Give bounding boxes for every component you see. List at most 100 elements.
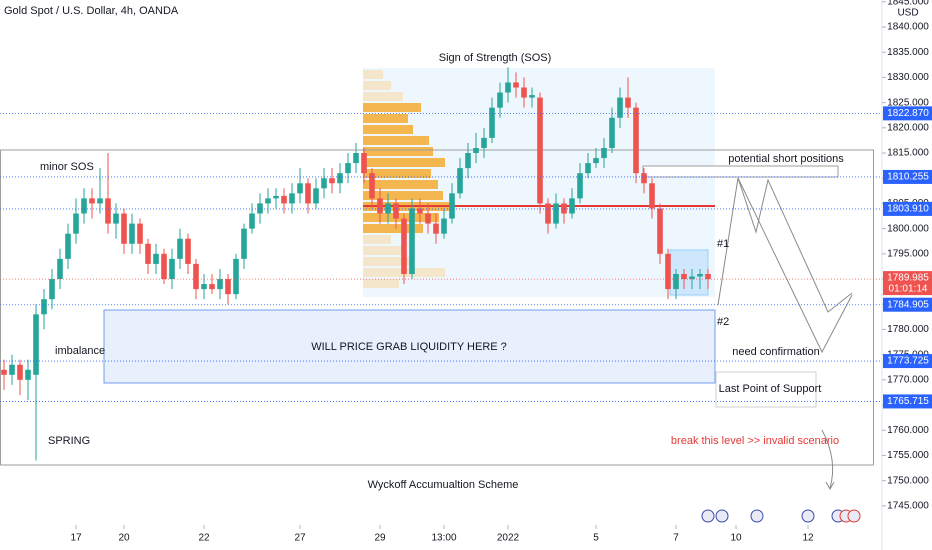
last-price-label: 1789.985 (887, 273, 929, 284)
candle-body (529, 95, 535, 98)
candle-body (705, 273, 711, 280)
vp-bar (363, 103, 421, 112)
candle-body (105, 198, 111, 224)
projection-path (717, 177, 853, 313)
candle-body (73, 213, 79, 234)
candle-body (313, 188, 319, 204)
event-icon (750, 509, 764, 523)
vp-bar (363, 224, 423, 233)
annotation: #1 (717, 238, 729, 250)
price-label: 1810.255 (887, 172, 929, 183)
x-tick-label: 17 (70, 533, 82, 544)
y-tick-label: 1745.000 (887, 500, 929, 511)
vp-bar (363, 235, 391, 244)
candle-body (161, 253, 167, 280)
candle-body (217, 279, 223, 290)
candle-body (9, 364, 15, 375)
price-axis: 1745.0001750.0001755.0001760.0001765.000… (70, 0, 932, 544)
x-tick-label: 13:00 (431, 533, 456, 544)
candle-body (361, 153, 367, 174)
candle-body (697, 273, 703, 277)
annotation: potential short positions (728, 153, 844, 165)
candle-body (89, 198, 95, 204)
plot (0, 67, 882, 461)
vp-bar (363, 70, 383, 79)
candle-body (657, 208, 663, 254)
candle-body (569, 198, 575, 214)
candle-body (41, 299, 47, 315)
candle-body (545, 203, 551, 224)
vp-bar (363, 213, 439, 222)
candle-body (689, 276, 695, 280)
vp-bar (363, 81, 391, 90)
candle-body (441, 218, 447, 234)
candle-body (153, 253, 159, 264)
annotation: Wyckoff Accumualtion Scheme (368, 479, 519, 491)
vp-bar (363, 180, 438, 189)
candle-body (673, 273, 679, 290)
candle-body (49, 279, 55, 300)
candle-body (425, 213, 431, 224)
annotation: SPRING (48, 435, 90, 447)
x-tick-label: 22 (198, 533, 210, 544)
price-label-bg (883, 297, 932, 312)
candle-body (449, 193, 455, 219)
y-tick-label: 1750.000 (887, 475, 929, 486)
y-tick-label: 1835.000 (887, 47, 929, 58)
candle-body (33, 314, 39, 375)
candle-body (457, 168, 463, 194)
candle-body (97, 198, 103, 204)
price-label-bg (883, 169, 932, 184)
candle-body (633, 107, 639, 174)
x-tick-label: 5 (593, 533, 599, 544)
candle-body (121, 213, 127, 244)
candle-body (585, 163, 591, 174)
events (701, 509, 861, 523)
candle-body (625, 97, 631, 108)
price-label-bg (883, 354, 932, 369)
candle-body (281, 195, 287, 204)
candle-body (497, 92, 503, 108)
candle-body (1, 369, 7, 375)
annotation: #2 (717, 316, 729, 328)
price-label-bg (883, 394, 932, 409)
event-icon (801, 509, 815, 523)
candle-body (681, 273, 687, 280)
currency: USD (897, 8, 918, 19)
candle-body (553, 203, 559, 224)
candle-body (241, 228, 247, 259)
vp-bar (363, 257, 413, 266)
candle-body (353, 153, 359, 164)
vp-bar (363, 169, 431, 178)
candle-body (113, 213, 119, 224)
x-tick-label: 12 (802, 533, 814, 544)
candle-body (177, 238, 183, 259)
candle-body (649, 183, 655, 209)
candle-body (417, 208, 423, 214)
candle-body (81, 198, 87, 214)
x-tick-label: 7 (673, 533, 679, 544)
candle-body (305, 183, 311, 204)
candle-body (377, 198, 383, 214)
y-tick-label: 1830.000 (887, 72, 929, 83)
candle-body (337, 173, 343, 184)
x-tick-label: 29 (374, 533, 386, 544)
vp-bar (363, 246, 403, 255)
candle-body (577, 173, 583, 199)
y-tick-label: 1815.000 (887, 148, 929, 159)
price-label: 1803.910 (887, 204, 929, 215)
y-tick-label: 1845.000 (887, 0, 929, 7)
annotation: minor SOS (40, 161, 94, 173)
candle-body (185, 238, 191, 264)
candle-body (249, 213, 255, 229)
x-tick-label: 20 (118, 533, 130, 544)
candle-body (233, 258, 239, 295)
candle-body (257, 203, 263, 214)
candle-body (273, 195, 279, 199)
y-tick-label: 1780.000 (887, 324, 929, 335)
y-tick-label: 1825.000 (887, 97, 929, 108)
candle-body (25, 369, 31, 380)
candle-body (537, 97, 543, 204)
candle-body (265, 198, 271, 204)
